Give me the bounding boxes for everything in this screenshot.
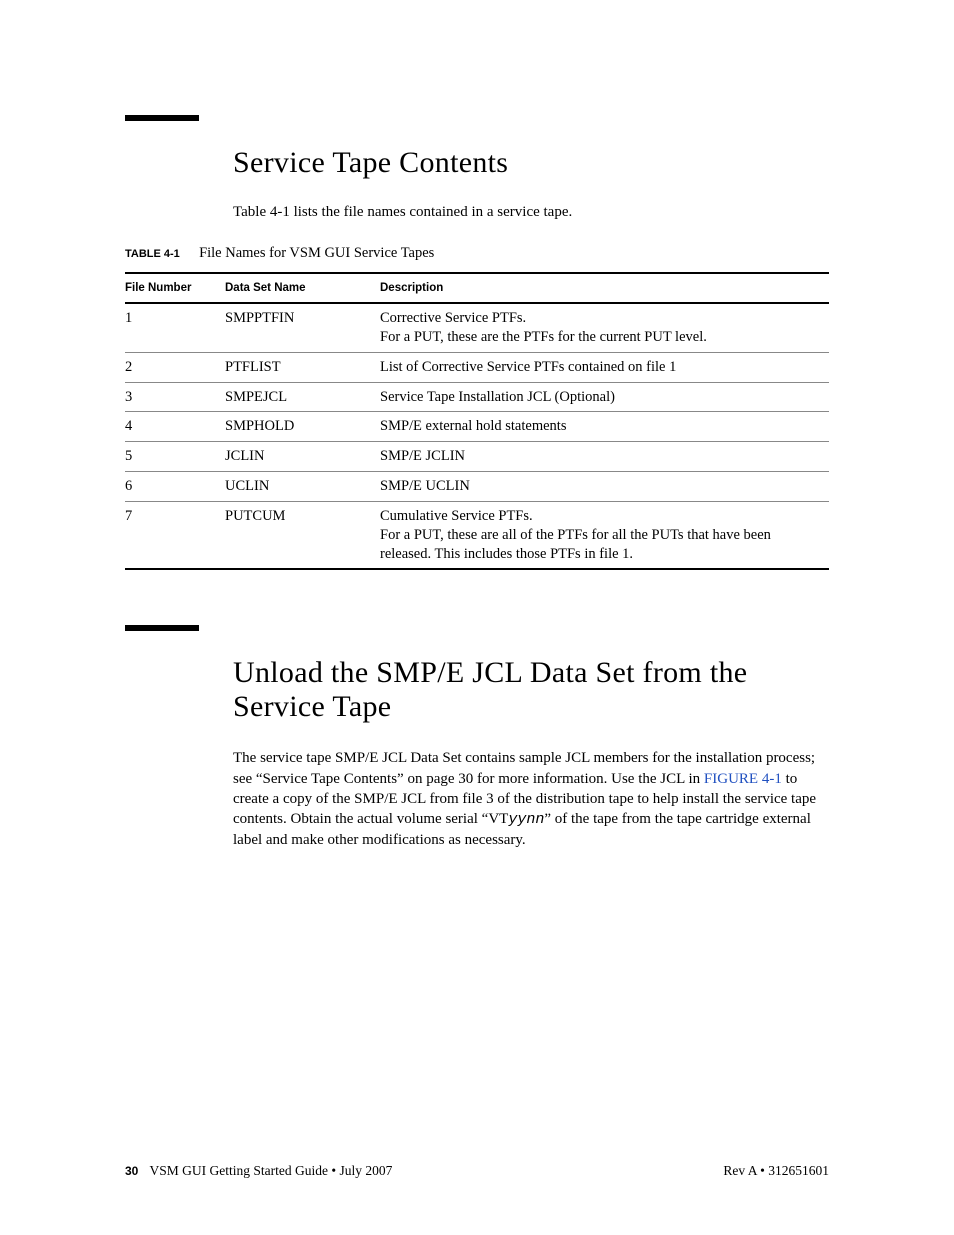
cell-description: SMP/E external hold statements [380,412,829,442]
footer-doc-title: VSM GUI Getting Started Guide • July 200… [150,1163,393,1178]
cell-description: Service Tape Installation JCL (Optional) [380,382,829,412]
cell-description: Corrective Service PTFs.For a PUT, these… [380,303,829,352]
cell-dataset: UCLIN [225,472,380,502]
section-rule-2 [125,625,199,631]
section1-intro: Table 4-1 lists the file names contained… [233,204,829,221]
page-footer: 30 VSM GUI Getting Started Guide • July … [125,1163,829,1179]
cell-filenum: 3 [125,382,225,412]
cell-filenum: 7 [125,501,225,569]
section-rule [125,115,199,121]
cell-dataset: JCLIN [225,442,380,472]
col-header-desc: Description [380,273,829,303]
table-row: 4SMPHOLDSMP/E external hold statements [125,412,829,442]
table-row: 2PTFLISTList of Corrective Service PTFs … [125,352,829,382]
cell-dataset: SMPHOLD [225,412,380,442]
cell-dataset: PTFLIST [225,352,380,382]
cell-dataset: SMPEJCL [225,382,380,412]
page-number: 30 [125,1164,138,1178]
section1-heading: Service Tape Contents [233,146,829,180]
cell-description: SMP/E UCLIN [380,472,829,502]
cell-description: SMP/E JCLIN [380,442,829,472]
table-caption-label: TABLE 4-1 [125,248,180,260]
cell-filenum: 5 [125,442,225,472]
cell-filenum: 1 [125,303,225,352]
footer-left: 30 VSM GUI Getting Started Guide • July … [125,1163,392,1179]
cell-dataset: SMPPTFIN [225,303,380,352]
cell-filenum: 6 [125,472,225,502]
table-row: 6UCLINSMP/E UCLIN [125,472,829,502]
table-row: 3SMPEJCLService Tape Installation JCL (O… [125,382,829,412]
cell-filenum: 2 [125,352,225,382]
table-row: 7PUTCUMCumulative Service PTFs.For a PUT… [125,501,829,569]
table-header-row: File Number Data Set Name Description [125,273,829,303]
table-row: 5JCLINSMP/E JCLIN [125,442,829,472]
col-header-filenum: File Number [125,273,225,303]
footer-right: Rev A • 312651601 [723,1163,829,1179]
vt-serial-italic: yynn [508,811,544,828]
cell-description: List of Corrective Service PTFs containe… [380,352,829,382]
figure-reference: FIGURE 4-1 [704,771,782,787]
col-header-dataset: Data Set Name [225,273,380,303]
table-row: 1SMPPTFINCorrective Service PTFs.For a P… [125,303,829,352]
cell-dataset: PUTCUM [225,501,380,569]
service-tape-table: File Number Data Set Name Description 1S… [125,272,829,570]
cell-filenum: 4 [125,412,225,442]
section2-heading: Unload the SMP/E JCL Data Set from the S… [233,656,829,724]
section2-body: The service tape SMP/E JCL Data Set cont… [233,748,829,850]
table-caption: TABLE 4-1 File Names for VSM GUI Service… [125,245,829,262]
cell-description: Cumulative Service PTFs.For a PUT, these… [380,501,829,569]
table-caption-text: File Names for VSM GUI Service Tapes [199,245,434,261]
